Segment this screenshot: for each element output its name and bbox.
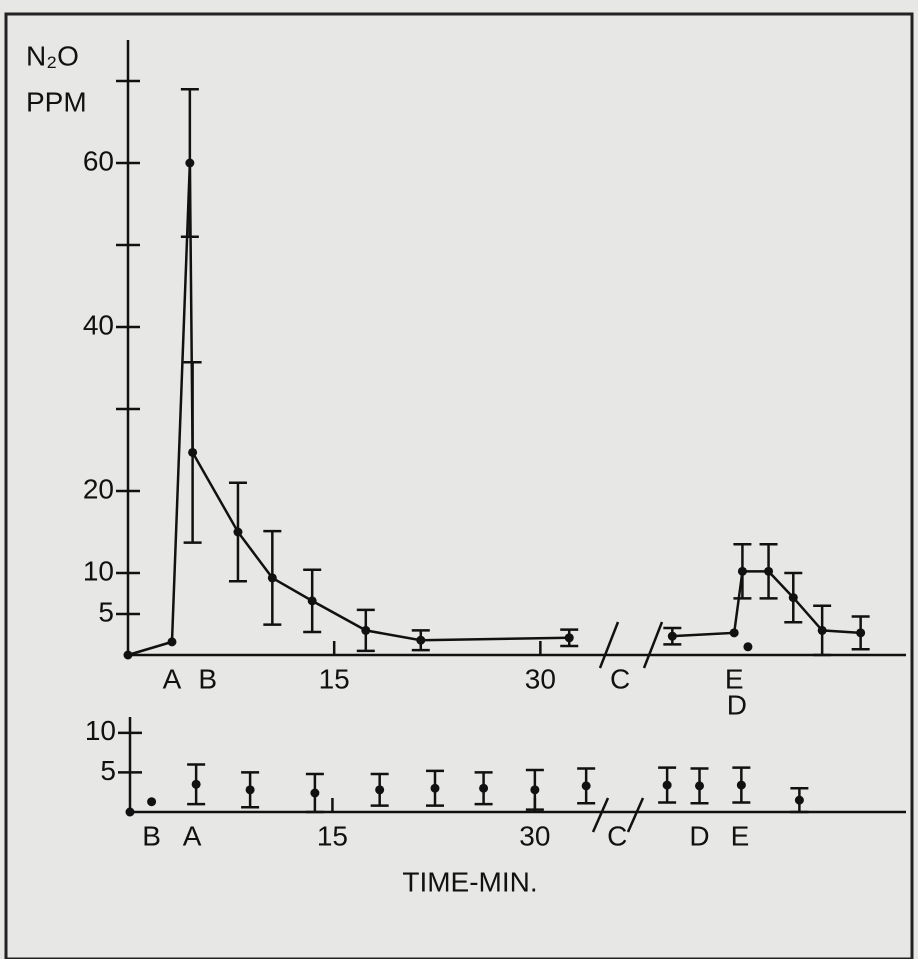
point (743, 642, 753, 652)
y-tick-label: 5 (98, 596, 114, 627)
y-tick-label: 10 (83, 555, 114, 586)
x-tick-label: 15 (319, 663, 350, 694)
annotation: E (725, 663, 744, 694)
annotation: C (607, 820, 627, 851)
point (817, 625, 827, 635)
point (729, 628, 739, 638)
point (361, 625, 371, 635)
point (167, 637, 177, 647)
point (188, 447, 198, 457)
point (667, 631, 677, 641)
x-tick-label: 15 (317, 820, 348, 851)
point (695, 781, 705, 791)
break-mark (626, 797, 645, 833)
point (191, 779, 201, 789)
point (737, 566, 747, 576)
point (479, 783, 489, 793)
point (764, 566, 774, 576)
point (267, 573, 277, 583)
x-axis-title: TIME-MIN. (402, 866, 537, 897)
annotation: D (727, 689, 747, 720)
point (185, 158, 195, 168)
point (307, 596, 317, 606)
annotation: D (689, 820, 709, 851)
point (788, 593, 798, 603)
x-tick-label: 30 (525, 663, 556, 694)
break-mark (598, 621, 620, 669)
annotation: B (198, 663, 217, 694)
point (430, 783, 440, 793)
point (245, 785, 255, 795)
y-tick-label: 40 (83, 309, 114, 340)
annotation: E (731, 820, 750, 851)
y-axis-title: N₂O (26, 40, 79, 71)
point (125, 807, 135, 817)
point (564, 633, 574, 643)
point (662, 780, 672, 790)
frame (4, 12, 914, 959)
y-tick-label: 5 (100, 755, 116, 786)
annotation: B (142, 820, 161, 851)
x-tick-label: 30 (519, 820, 550, 851)
point (147, 797, 157, 807)
annotation: A (183, 820, 202, 851)
annotation: C (610, 663, 630, 694)
point (856, 628, 866, 638)
point (310, 788, 320, 798)
point (416, 635, 426, 645)
point (233, 527, 243, 537)
break-mark (642, 621, 664, 669)
point (794, 795, 804, 805)
point (123, 650, 133, 660)
point (530, 785, 540, 795)
point (581, 781, 591, 791)
y-tick-label: 20 (83, 473, 114, 504)
y-axis-title: PPM (26, 86, 87, 117)
point (736, 780, 746, 790)
y-tick-label: 10 (85, 715, 116, 746)
y-tick-label: 60 (83, 145, 114, 176)
point (375, 785, 385, 795)
break-mark (591, 797, 610, 833)
annotation: A (163, 663, 182, 694)
axis-breaks (591, 621, 664, 833)
